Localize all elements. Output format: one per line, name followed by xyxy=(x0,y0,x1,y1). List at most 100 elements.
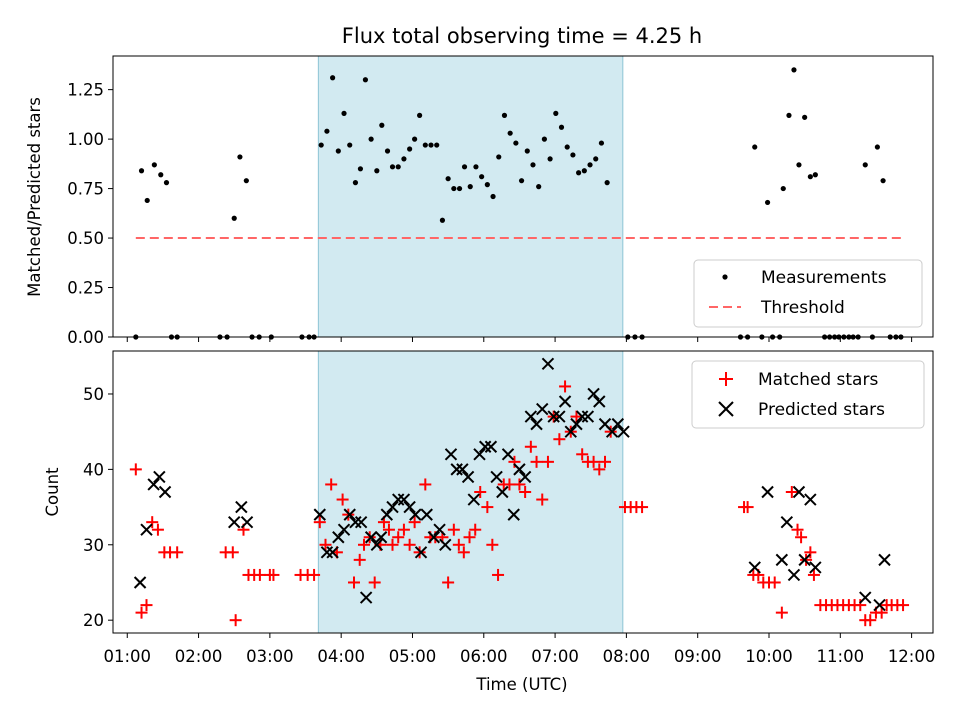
measurement-point xyxy=(752,144,758,150)
predicted-point xyxy=(414,546,428,559)
measurement-point xyxy=(243,178,249,184)
matched-point xyxy=(897,599,910,612)
x-tick-label: 01:00 xyxy=(103,647,151,666)
matched-point xyxy=(226,546,239,559)
measurement-point xyxy=(467,184,473,190)
predicted-point xyxy=(374,531,388,544)
matched-point xyxy=(413,546,426,559)
matched-point xyxy=(530,455,543,468)
measurement-point xyxy=(490,193,496,200)
measurement-point xyxy=(237,154,243,160)
x-tick-label: 06:00 xyxy=(460,647,508,666)
predicted-points xyxy=(133,357,891,612)
matched-point xyxy=(768,576,781,589)
predicted-point xyxy=(558,395,572,408)
predicted-point xyxy=(798,553,811,567)
y-tick-label: 0.00 xyxy=(67,328,104,347)
top-shaded-region xyxy=(317,55,624,338)
bottom-y-ticks: 20 30 40 50 xyxy=(83,385,113,630)
x-tick-label: 09:00 xyxy=(674,647,722,666)
predicted-point xyxy=(456,463,469,476)
predicted-point xyxy=(804,493,817,506)
measurement-point xyxy=(330,75,336,81)
matched-point xyxy=(800,553,813,566)
predicted-point xyxy=(349,515,362,529)
predicted-point xyxy=(235,500,248,514)
measurement-point xyxy=(461,164,468,170)
predicted-point xyxy=(153,470,166,484)
x-tick-label: 04:00 xyxy=(317,647,365,666)
predicted-point xyxy=(313,508,326,521)
matched-point xyxy=(636,501,649,514)
predicted-point xyxy=(564,425,577,438)
x-tick-label: 08:00 xyxy=(603,647,651,666)
measurement-point xyxy=(530,162,536,168)
y-tick-label: 0.75 xyxy=(67,180,104,199)
matched-point xyxy=(357,538,370,551)
matched-point xyxy=(536,493,549,506)
bottom-shaded-region xyxy=(317,350,624,634)
predicted-point xyxy=(581,410,595,423)
matched-point xyxy=(319,538,332,551)
measurement-point xyxy=(587,162,593,168)
measurement-point xyxy=(764,199,771,206)
x-tick-label: 11:00 xyxy=(817,647,865,666)
measurement-point xyxy=(791,67,797,73)
measurement-point xyxy=(802,114,808,120)
predicted-point xyxy=(473,448,486,461)
measurement-point xyxy=(553,110,559,116)
matched-point xyxy=(469,523,482,536)
predicted-point xyxy=(518,470,532,484)
measurement-point xyxy=(347,142,353,148)
matched-point xyxy=(604,425,617,438)
predicted-point xyxy=(409,508,422,521)
x-tick-label: 05:00 xyxy=(389,647,437,666)
matched-point xyxy=(308,568,321,581)
matched-point xyxy=(151,523,164,536)
predicted-point xyxy=(444,448,458,461)
matched-point xyxy=(129,463,142,476)
predicted-point xyxy=(450,463,463,476)
matched-point xyxy=(807,568,820,581)
matched-point xyxy=(593,463,606,476)
measurement-point xyxy=(362,77,369,83)
predicted-point xyxy=(386,500,399,514)
measurement-point xyxy=(874,144,880,150)
predicted-point xyxy=(332,531,345,544)
top-axes-frame xyxy=(112,55,934,338)
matched-point xyxy=(419,478,432,491)
measurement-point xyxy=(352,180,359,186)
x-tick-label: 12:00 xyxy=(888,647,936,666)
predicted-point xyxy=(761,485,774,499)
measurement-point xyxy=(445,176,451,182)
x-tick-label: 03:00 xyxy=(246,647,294,666)
predicted-point xyxy=(490,470,503,484)
matched-point xyxy=(442,576,455,589)
measurement-point xyxy=(518,178,525,184)
measurement-point xyxy=(807,174,813,180)
legend-measurements-label: Measurements xyxy=(761,268,887,288)
y-tick-label: 20 xyxy=(83,611,104,630)
matched-point xyxy=(313,516,326,529)
matched-point xyxy=(363,531,376,544)
matched-point xyxy=(386,538,399,551)
matched-point xyxy=(463,531,476,544)
measurement-point xyxy=(570,152,576,158)
predicted-point xyxy=(541,357,555,371)
y-tick-label: 40 xyxy=(83,460,104,479)
measurement-point xyxy=(335,148,341,154)
measurement-point xyxy=(581,168,587,174)
predicted-point xyxy=(873,598,886,612)
matched-point xyxy=(267,568,280,581)
predicted-point xyxy=(420,508,433,521)
predicted-point xyxy=(133,576,147,589)
measurement-point xyxy=(880,178,886,184)
matched-point xyxy=(524,440,537,453)
legend-measurements-marker xyxy=(722,274,728,280)
predicted-point xyxy=(461,470,475,484)
bottom-y-axis-label: Count xyxy=(43,467,62,517)
measurement-point xyxy=(536,184,542,190)
measurement-point xyxy=(379,122,385,128)
measurement-point xyxy=(368,136,374,142)
chart-title: Flux total observing time = 4.25 h xyxy=(342,24,702,48)
